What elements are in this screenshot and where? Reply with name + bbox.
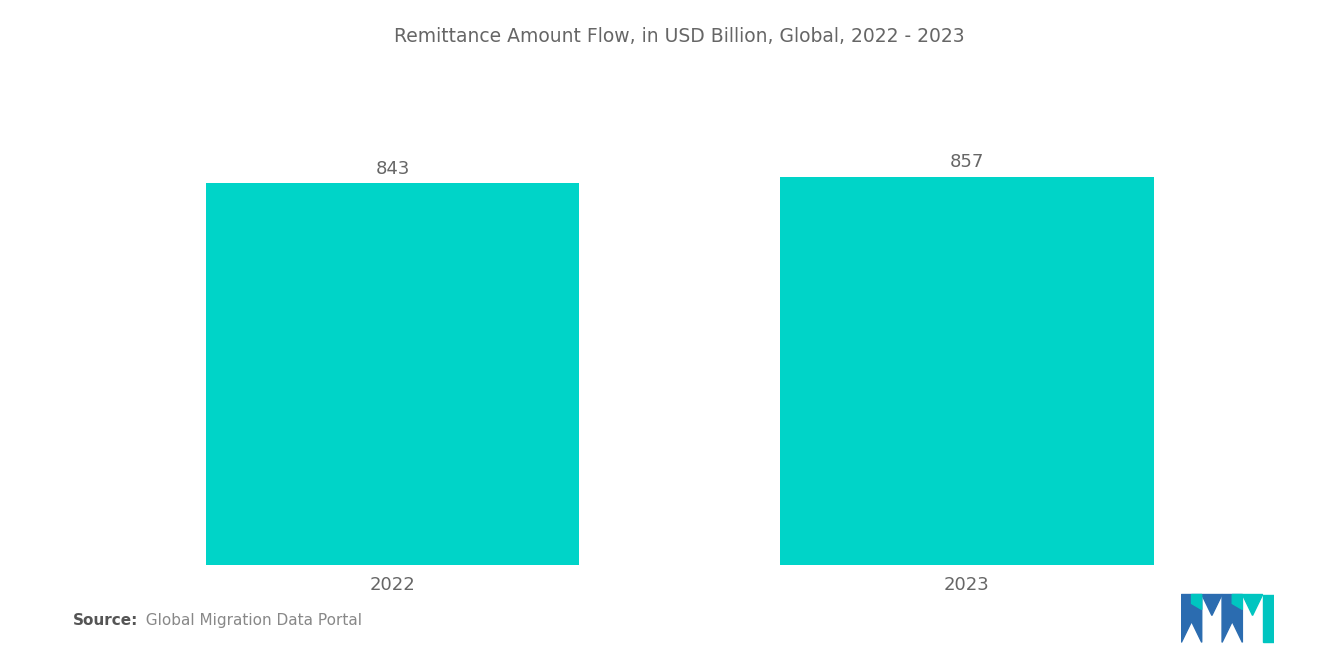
Bar — [780, 177, 1154, 565]
Polygon shape — [1192, 595, 1201, 609]
Polygon shape — [1222, 595, 1242, 642]
Text: Source:: Source: — [73, 613, 139, 628]
Bar — [206, 183, 579, 565]
Text: Global Migration Data Portal: Global Migration Data Portal — [136, 613, 362, 628]
Polygon shape — [1201, 595, 1222, 616]
Polygon shape — [1233, 595, 1242, 609]
Title: Remittance Amount Flow, in USD Billion, Global, 2022 - 2023: Remittance Amount Flow, in USD Billion, … — [395, 27, 965, 45]
Polygon shape — [1242, 595, 1263, 616]
Polygon shape — [1263, 595, 1274, 642]
Text: 857: 857 — [949, 153, 985, 171]
Text: 843: 843 — [375, 160, 411, 178]
Polygon shape — [1181, 595, 1201, 642]
